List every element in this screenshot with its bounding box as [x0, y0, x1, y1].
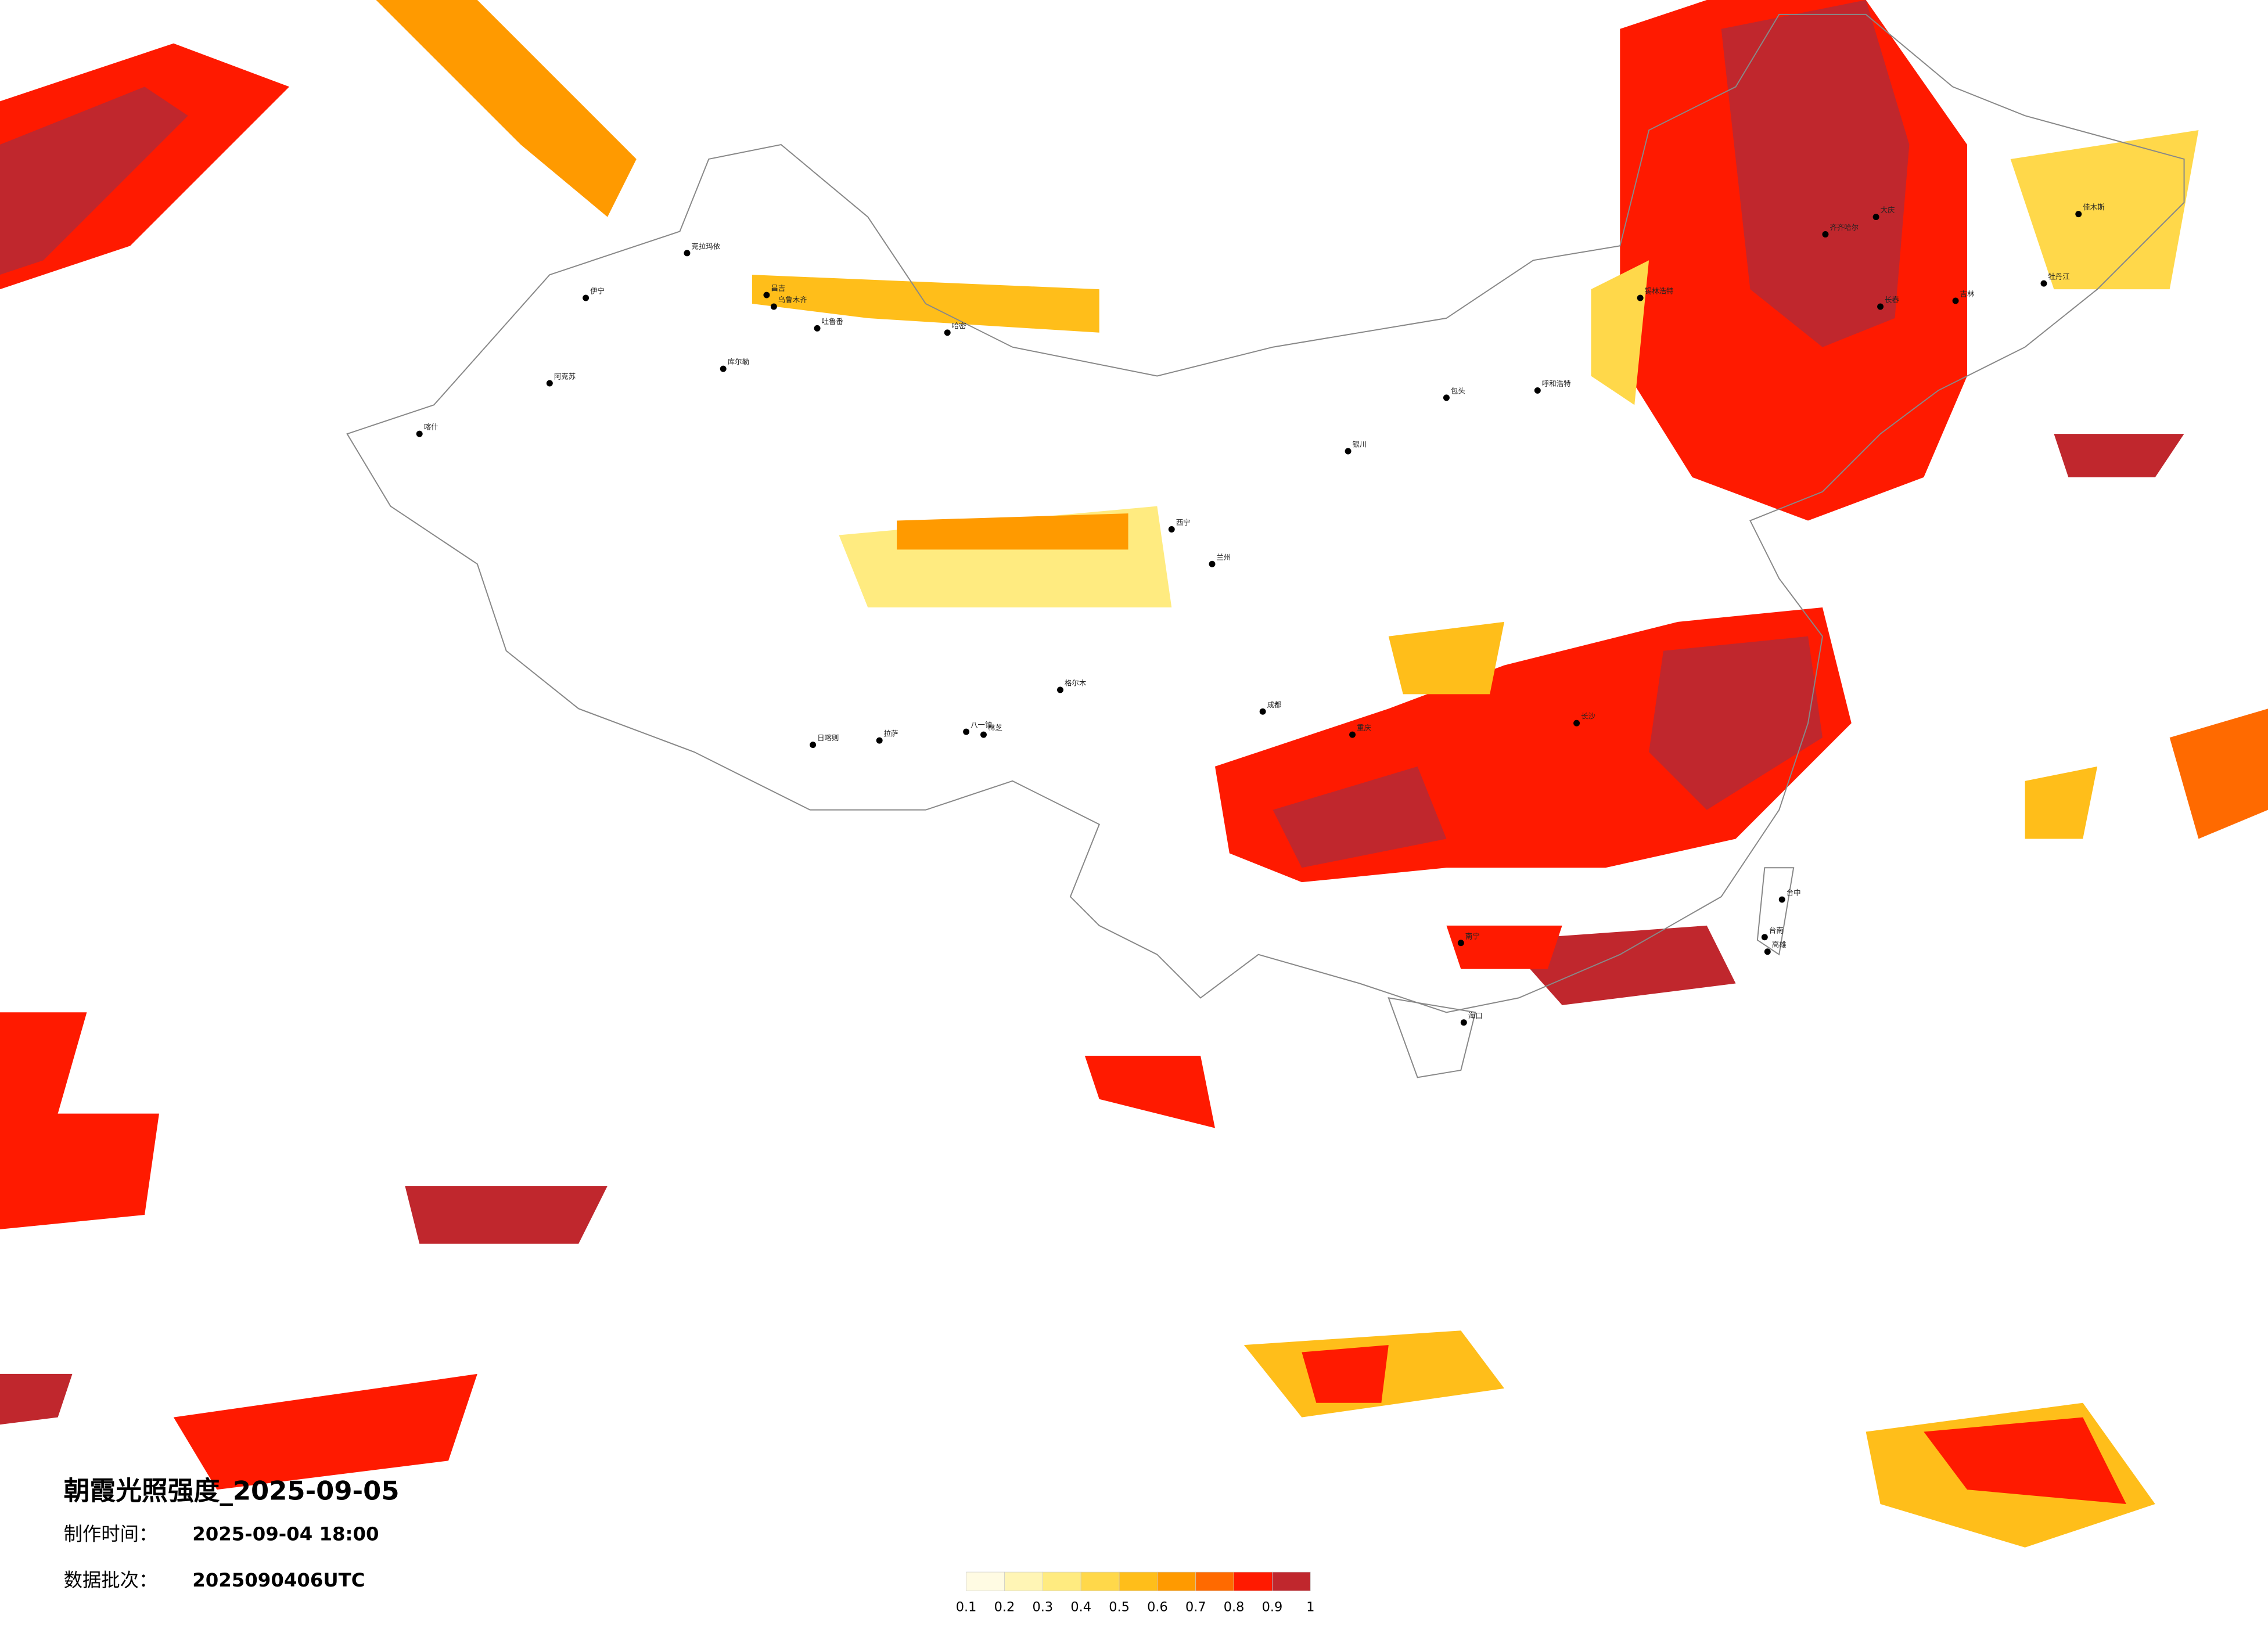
city-dot: [2075, 211, 2082, 218]
city-label: 八一镇: [971, 721, 992, 729]
city-dot: [1345, 448, 1352, 455]
city-label: 吐鲁番: [822, 317, 844, 326]
city-label: 阿克苏: [554, 372, 576, 380]
city-label: 库尔勒: [728, 358, 749, 366]
city-label: 包头: [1451, 386, 1465, 395]
city-dot: [1872, 214, 1879, 221]
city-label: 日喀则: [817, 733, 839, 742]
city-label: 兰州: [1216, 553, 1231, 562]
colorbar-swatch: [1234, 1571, 1273, 1591]
city-dot: [1168, 526, 1175, 533]
city-dot: [1877, 303, 1884, 310]
city-label: 长春: [1885, 296, 1899, 304]
city-label: 高雄: [1772, 940, 1787, 949]
city-dot: [876, 737, 883, 744]
city-label: 重庆: [1357, 724, 1371, 732]
colorbar-swatch: [1042, 1571, 1081, 1591]
map-title: 朝霞光照强度_2025-09-05: [64, 1476, 400, 1506]
city-dot: [2040, 280, 2047, 287]
city-dot: [416, 430, 423, 437]
city-dot: [546, 380, 553, 387]
colorbar-swatch: [966, 1571, 1005, 1591]
city-dot: [770, 303, 777, 310]
colorbar-swatch: [1272, 1571, 1311, 1591]
city-dot: [583, 294, 590, 301]
colorbar-tick-label: 0.8: [1224, 1599, 1245, 1614]
colorbar: 0.1 0.2 0.3 0.4 0.5 0.6 0.7 0.8 0.9 1: [956, 1571, 1314, 1614]
batch-label: 数据批次：: [64, 1569, 158, 1591]
city-label: 西宁: [1176, 518, 1191, 527]
city-label: 长沙: [1581, 712, 1595, 721]
city-label: 台中: [1787, 888, 1801, 897]
city-dot: [810, 742, 817, 749]
city-label: 南宁: [1465, 931, 1480, 940]
city-label: 齐齐哈尔: [1830, 223, 1859, 232]
city-dot: [763, 292, 770, 298]
colorbar-swatch: [1157, 1571, 1196, 1591]
intensity-field: [0, 0, 2268, 1548]
batch: 2025090406UTC: [192, 1569, 365, 1591]
city-dot: [720, 365, 727, 372]
made-label: 制作时间：: [64, 1523, 158, 1545]
colorbar-tick-label: 0.3: [1033, 1599, 1054, 1614]
city-dot: [1057, 686, 1063, 693]
colorbar-tick-label: 0.1: [956, 1599, 977, 1614]
city-dot: [1457, 940, 1464, 947]
city-label: 海口: [1468, 1011, 1483, 1020]
colorbar-tick-label: 0.4: [1070, 1599, 1091, 1614]
city-label: 格尔木: [1065, 678, 1087, 687]
city-label: 银川: [1353, 440, 1367, 449]
city-dot: [684, 250, 691, 257]
city-dot: [980, 731, 987, 738]
city-dot: [1209, 560, 1216, 567]
colorbar-swatch: [1119, 1571, 1158, 1591]
city-label: 伊宁: [590, 287, 605, 296]
city-label: 呼和浩特: [1542, 379, 1571, 388]
city-dot: [1349, 731, 1356, 738]
city-label: 乌鲁木齐: [778, 296, 807, 304]
city-label: 锡林浩特: [1645, 287, 1674, 296]
borders: [346, 13, 2185, 1078]
city-dot: [963, 728, 970, 735]
city-label: 成都: [1267, 700, 1282, 709]
city-dot: [944, 329, 951, 336]
city-dot: [1637, 294, 1644, 301]
city-label: 哈密: [952, 321, 966, 330]
colorbar-tick-label: 0.5: [1109, 1599, 1130, 1614]
city-label: 牡丹江: [2048, 272, 2069, 281]
city-label: 喀什: [424, 423, 438, 431]
colorbar-swatch: [1004, 1571, 1043, 1591]
colorbar-tick-label: 0.7: [1185, 1599, 1206, 1614]
city-label: 拉萨: [884, 729, 898, 738]
city-label: 大庆: [1881, 206, 1895, 214]
city-dot: [1460, 1019, 1467, 1026]
city-dot: [1952, 297, 1959, 304]
made-time: 2025-09-04 18:00: [192, 1523, 379, 1545]
city-dot: [1822, 231, 1829, 238]
city-label: 克拉玛依: [691, 242, 720, 250]
city-dot: [1573, 720, 1580, 726]
colorbar-tick-label: 0.2: [994, 1599, 1015, 1614]
city-label: 佳木斯: [2083, 203, 2104, 211]
colorbar-swatch: [1080, 1571, 1120, 1591]
colorbar-swatch: [1195, 1571, 1234, 1591]
city-dot: [1778, 896, 1785, 903]
colorbar-tick-label: 1: [1306, 1599, 1314, 1614]
city-dot: [1764, 948, 1771, 955]
city-label: 林芝: [988, 724, 1002, 732]
colorbar-tick-label: 0.9: [1262, 1599, 1283, 1614]
city-label: 台南: [1769, 926, 1784, 934]
city-label: 昌吉: [771, 284, 785, 293]
city-dot: [1259, 708, 1266, 715]
city-label: 吉林: [1960, 290, 1975, 298]
city-dot: [1761, 934, 1768, 941]
city-dot: [1443, 394, 1450, 401]
city-dot: [814, 325, 821, 332]
colorbar-tick-label: 0.6: [1147, 1599, 1168, 1614]
city-dot: [1534, 387, 1541, 394]
